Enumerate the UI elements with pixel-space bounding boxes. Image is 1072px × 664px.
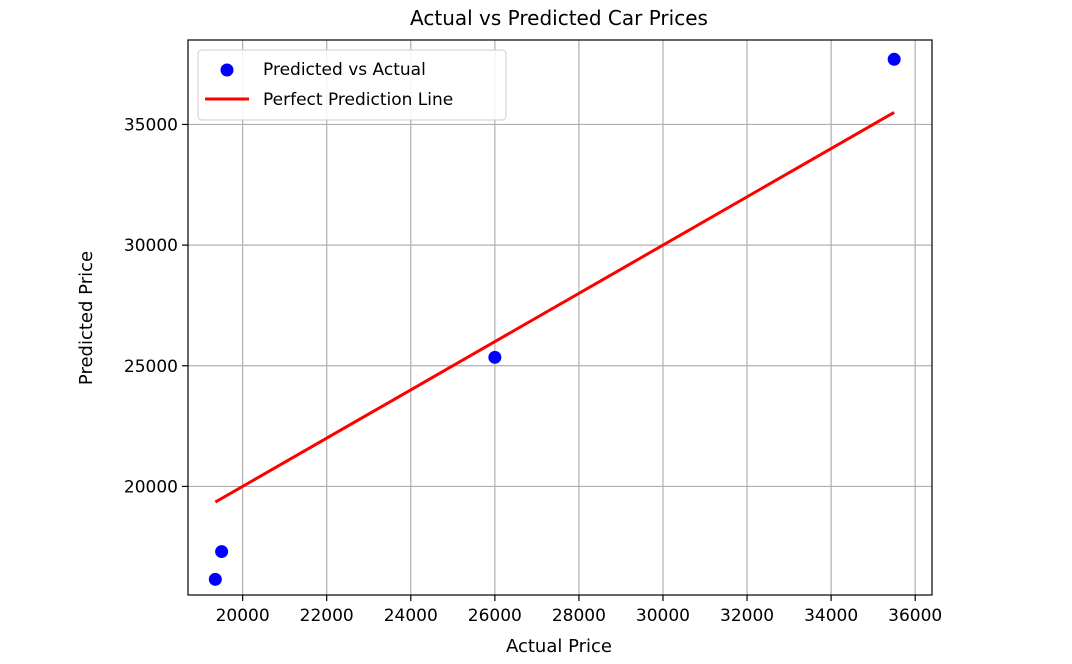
y-tick-label: 30000 xyxy=(124,236,178,256)
x-tick-label: 30000 xyxy=(636,606,690,626)
legend: Predicted vs Actual Perfect Prediction L… xyxy=(197,49,507,121)
legend-marker-predicted xyxy=(220,63,234,77)
scatter-point xyxy=(215,545,229,559)
x-tick-label: 24000 xyxy=(384,606,438,626)
scatter-point xyxy=(488,350,502,364)
x-tick-label: 34000 xyxy=(804,606,858,626)
x-tick-label: 36000 xyxy=(888,606,942,626)
y-axis-ticks: 20000 25000 30000 35000 xyxy=(124,115,188,497)
plot-frame xyxy=(187,39,933,596)
x-tick-label: 20000 xyxy=(216,606,270,626)
y-tick-label: 20000 xyxy=(124,477,178,497)
legend-label-perfect-line: Perfect Prediction Line xyxy=(263,90,453,110)
legend-label-predicted: Predicted vs Actual xyxy=(263,60,426,80)
perfect-prediction-line xyxy=(214,111,895,504)
grid xyxy=(188,40,932,595)
x-tick-label: 26000 xyxy=(468,606,522,626)
x-tick-label: 32000 xyxy=(720,606,774,626)
scatter-point xyxy=(208,572,222,586)
chart-title: Actual vs Predicted Car Prices xyxy=(410,6,708,30)
y-axis-title: Predicted Price xyxy=(76,251,97,385)
legend-box xyxy=(197,49,507,121)
y-tick-label: 25000 xyxy=(124,357,178,377)
x-tick-label: 22000 xyxy=(300,606,354,626)
x-axis-title: Actual Price xyxy=(506,636,612,657)
y-tick-label: 35000 xyxy=(124,115,178,135)
x-tick-label: 28000 xyxy=(552,606,606,626)
plot-series xyxy=(208,52,901,586)
scatter-point xyxy=(887,52,901,66)
x-axis-ticks: 20000 22000 24000 26000 28000 30000 32000 34000… xyxy=(216,595,942,626)
